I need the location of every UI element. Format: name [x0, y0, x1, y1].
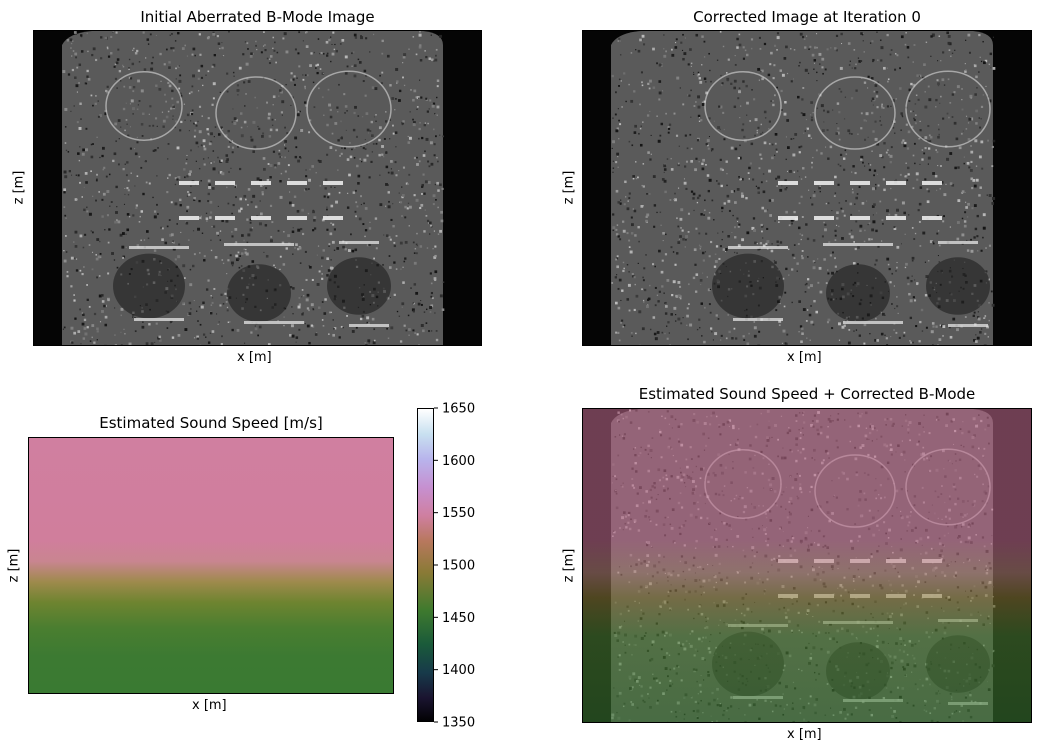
- bmode-scene-1: [34, 31, 481, 345]
- speed-overlay: [583, 409, 1031, 722]
- panel2-ylabel: z [m]: [561, 170, 577, 205]
- panel3-title: Estimated Sound Speed [m/s]: [99, 414, 323, 432]
- panel2-bmode-image: [583, 31, 1031, 345]
- panel1-plot-area: [33, 30, 482, 346]
- colorbar-ticks: 1350 1400 1450 1500 1550 1600 1650: [434, 402, 475, 731]
- panel3-speed-map: [29, 438, 393, 693]
- panel2-plot-area: [582, 30, 1032, 346]
- panel3-xlabel: x [m]: [192, 698, 227, 713]
- colorbar-tick-label: 1350: [442, 716, 475, 731]
- panel1-ylabel: z [m]: [11, 170, 27, 205]
- colorbar-tick-label: 1400: [442, 663, 475, 678]
- colorbar: [417, 408, 434, 722]
- panel4-title: Estimated Sound Speed + Corrected B-Mode: [638, 385, 976, 403]
- colorbar-tick-label: 1500: [442, 559, 475, 574]
- panel4-plot-area: [582, 408, 1032, 723]
- panel1-bmode-image: [34, 31, 481, 345]
- panel1-title: Initial Aberrated B-Mode Image: [140, 8, 375, 26]
- bmode-scene-2: [583, 31, 1031, 345]
- panel2-xlabel: x [m]: [787, 350, 822, 365]
- panel4-ylabel: z [m]: [561, 548, 577, 583]
- colorbar-tick-label: 1600: [442, 454, 475, 469]
- panel3-ylabel: z [m]: [6, 548, 22, 583]
- panel4-xlabel: x [m]: [787, 727, 822, 742]
- panel1-xlabel: x [m]: [237, 350, 272, 365]
- speed-map-field: [29, 438, 393, 693]
- panel4-overlay-image: [583, 409, 1031, 722]
- colorbar-tick-label: 1450: [442, 611, 475, 626]
- colorbar-tick-label: 1650: [442, 402, 475, 417]
- panel2-title: Corrected Image at Iteration 0: [693, 8, 921, 26]
- colorbar-tick-label: 1550: [442, 506, 475, 521]
- panel3-plot-area: [28, 437, 394, 694]
